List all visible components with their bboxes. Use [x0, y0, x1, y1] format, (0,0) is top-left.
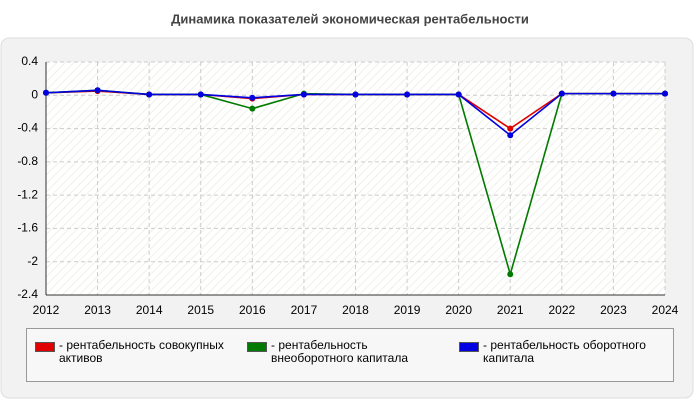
legend-swatch [459, 342, 479, 352]
y-tick-label: -1.2 [17, 187, 38, 201]
data-point [146, 91, 153, 98]
legend-label: рентабельность внеоборотного капитала [271, 339, 451, 365]
data-point [558, 90, 565, 97]
x-tick-label: 2018 [342, 303, 369, 317]
data-point [507, 125, 514, 132]
data-point [249, 94, 256, 101]
legend-swatch [35, 342, 55, 352]
x-tick-label: 2024 [652, 303, 679, 317]
x-tick-label: 2015 [187, 303, 214, 317]
data-point [352, 91, 359, 98]
legend-swatch [247, 342, 267, 352]
legend-entry: рентабельность совокупных активов [35, 339, 247, 381]
data-point [43, 89, 49, 96]
y-tick-label: 0 [31, 87, 38, 101]
y-tick-label: -1.6 [17, 221, 38, 235]
x-tick-label: 2023 [600, 303, 627, 317]
data-point [507, 132, 514, 139]
data-point [94, 87, 101, 94]
x-tick-label: 2019 [394, 303, 421, 317]
y-tick-label: -0.4 [17, 121, 38, 135]
x-tick-label: 2020 [445, 303, 472, 317]
data-point [662, 90, 668, 97]
data-point [300, 91, 307, 98]
x-tick-label: 2013 [84, 303, 111, 317]
y-tick-label: -2.4 [17, 287, 38, 301]
data-point [197, 91, 204, 98]
x-tick-label: 2022 [548, 303, 575, 317]
data-point [610, 90, 617, 97]
data-point [249, 105, 256, 112]
y-tick-label: 0.4 [21, 54, 38, 68]
legend-entry: рентабельность внеоборотного капитала [247, 339, 459, 381]
x-tick-label: 2021 [497, 303, 524, 317]
legend: рентабельность совокупных активов рентабе… [26, 328, 674, 382]
data-point [507, 271, 514, 278]
legend-entry: рентабельность оборотного капитала [459, 339, 671, 381]
x-tick-label: 2017 [291, 303, 318, 317]
x-tick-label: 2016 [239, 303, 266, 317]
y-tick-label: -2 [27, 254, 38, 268]
data-point [404, 91, 411, 98]
x-tick-label: 2014 [136, 303, 163, 317]
legend-label: рентабельность оборотного капитала [483, 339, 663, 365]
data-point [455, 91, 462, 98]
legend-label: рентабельность совокупных активов [59, 339, 239, 365]
chart-title: Динамика показателей экономическая рента… [171, 11, 529, 26]
x-tick-label: 2012 [33, 303, 60, 317]
y-tick-label: -0.8 [17, 154, 38, 168]
